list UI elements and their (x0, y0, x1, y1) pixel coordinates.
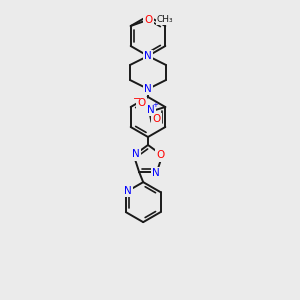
Text: N: N (144, 84, 152, 94)
Text: O: O (145, 15, 153, 25)
Text: N: N (132, 149, 140, 159)
Text: −: − (133, 94, 141, 104)
Text: O: O (137, 98, 146, 108)
Text: +: + (152, 102, 158, 108)
Text: O: O (156, 150, 164, 161)
Text: O: O (152, 114, 160, 124)
Text: N: N (152, 168, 160, 178)
Text: N: N (124, 186, 132, 196)
Text: CH₃: CH₃ (157, 16, 173, 25)
Text: N: N (147, 105, 155, 115)
Text: N: N (144, 51, 152, 61)
